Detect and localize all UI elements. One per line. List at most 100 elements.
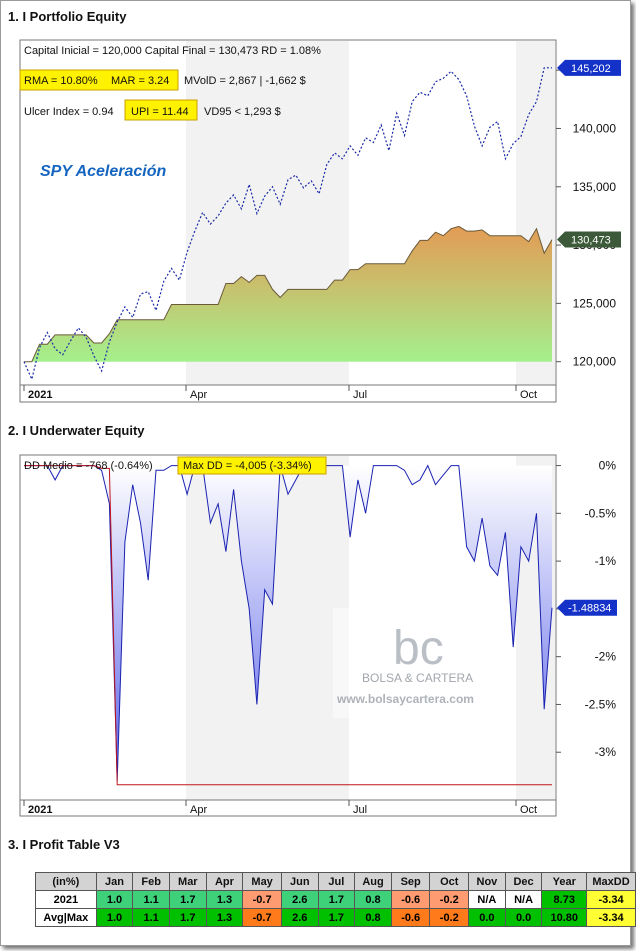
profit-cell: 2.6 (280, 908, 319, 927)
equity-value-tag (557, 231, 621, 248)
profit-cell: -0.7 (242, 908, 282, 927)
underwater-y-tick-label: 0% (599, 459, 617, 473)
benchmark-line (23, 67, 552, 382)
equity-area (24, 226, 552, 362)
profit-cell: -0.6 (390, 908, 431, 927)
profit-col-header: Jun (280, 872, 319, 891)
profit-col-header: Dec (504, 872, 543, 891)
watermark: bc BOLSA & CARTERA www.bolsaycartera.com (333, 608, 500, 718)
profit-cell: 1.1 (132, 908, 170, 927)
max-dd-label: Max DD = -4,005 (-3.34%) (183, 460, 312, 472)
profit-col-header: Sep (390, 872, 431, 891)
profit-cell: -0.2 (429, 908, 470, 927)
profit-col-header: Apr (205, 872, 244, 891)
profit-cell: -3.34 (586, 890, 636, 909)
profit-section-title: 3. I Profit Table V3 (8, 837, 120, 852)
profit-col-header: (in%) (35, 872, 97, 891)
profit-col-header: Oct (429, 872, 470, 891)
profit-cell: 1.1 (132, 890, 170, 909)
profit-cell: 10.80 (541, 908, 588, 927)
equity-value-label: 130,473 (571, 235, 611, 247)
profit-col-header: Year (541, 872, 588, 891)
equity-y-tick-label: 140,000 (573, 121, 617, 135)
strategy-label: SPY Aceleración (40, 163, 167, 180)
profit-cell: N/A (468, 890, 506, 909)
profit-col-header: Feb (132, 872, 170, 891)
profit-cell: -0.7 (242, 890, 282, 909)
profit-cell: 0.0 (504, 908, 543, 927)
underwater-y-tick-label: -1% (595, 554, 617, 568)
profit-row-label: Avg|Max (35, 908, 97, 927)
underwater-area (24, 465, 552, 781)
profit-cell: 1.3 (205, 908, 244, 927)
max-drawdown-line (24, 465, 552, 786)
profit-col-header: Jan (95, 872, 134, 891)
profit-cell: 1.7 (317, 890, 356, 909)
equity-x-tick-label: Oct (520, 389, 537, 401)
underwater-x-tick-label: Jul (353, 804, 367, 816)
profit-cell: N/A (504, 890, 543, 909)
profit-col-header: Mar (168, 872, 207, 891)
equity-y-tick-label: 135,000 (573, 180, 617, 194)
profit-cell: 1.0 (95, 908, 134, 927)
watermark-panel (333, 608, 500, 718)
profit-table: (in%) Jan Feb Mar Apr May Jun Jul Aug Sep Oct Nov De… (35, 872, 636, 927)
underwater-value-tag (557, 599, 617, 616)
stat-ulcer: Ulcer Index = 0.94 (24, 106, 114, 118)
profit-cell: 1.0 (95, 890, 134, 909)
equity-y-tick-label: 120,000 (573, 355, 617, 369)
benchmark-value-tag (557, 59, 621, 76)
profit-col-header: Aug (354, 872, 392, 891)
profit-cell: 2.6 (280, 890, 319, 909)
profit-row: Avg|Max 1.0 1.1 1.7 1.3 -0.7 2.6 1.7 0.8 -0.6 -0.2… (35, 908, 636, 927)
profit-cell: -3.34 (586, 908, 636, 927)
dd-medio-label: DD Medio = -768 (-0.64%) (24, 460, 153, 472)
stat-upi: UPI = 11.44 (131, 106, 189, 118)
profit-header-row: (in%) Jan Feb Mar Apr May Jun Jul Aug Sep Oct Nov De… (35, 872, 636, 891)
profit-cell: -0.2 (429, 890, 470, 909)
profit-col-header: Nov (468, 872, 506, 891)
underwater-x-tick-label: Apr (190, 804, 207, 816)
profit-cell: 0.8 (354, 908, 392, 927)
underwater-x-tick-label: Oct (520, 804, 537, 816)
profit-cell: -0.6 (390, 890, 431, 909)
stat-mar: MAR = 3.24 (111, 75, 169, 87)
underwater-x-tick-label: 2021 (28, 804, 52, 816)
profit-cell: 1.7 (168, 908, 207, 927)
profit-cell: 1.7 (317, 908, 356, 927)
profit-cell: 1.7 (168, 890, 207, 909)
underwater-y-tick-label: -0.5% (585, 506, 617, 520)
underwater-y-tick-label: -3% (595, 745, 617, 759)
watermark-url: www.bolsaycartera.com (336, 692, 474, 706)
profit-cell: 0.0 (468, 908, 506, 927)
equity-section-title: 1. I Portfolio Equity (8, 9, 127, 24)
benchmark-value-label: 145,202 (571, 63, 611, 75)
profit-cell: 8.73 (541, 890, 588, 909)
profit-col-header: MaxDD (586, 872, 636, 891)
profit-col-header: May (242, 872, 282, 891)
equity-x-tick-label: Jul (353, 389, 367, 401)
watermark-logo: bc (393, 622, 444, 675)
equity-x-tick-label: 2021 (28, 389, 52, 401)
watermark-name: BOLSA & CARTERA (362, 671, 473, 685)
highlight-rma-mar (19, 69, 179, 91)
underwater-y-tick-label: -2% (595, 650, 617, 664)
highlight-upi (124, 99, 198, 121)
profit-cell: 0.8 (354, 890, 392, 909)
equity-y-tick-label: 125,000 (573, 296, 617, 310)
equity-line (24, 225, 553, 363)
profit-row-label: 2021 (35, 890, 97, 909)
highlight-max-dd (177, 456, 327, 475)
equity-x-tick-label: Apr (190, 389, 207, 401)
underwater-value-label: -1.48834 (568, 603, 611, 615)
stat-rma: RMA = 10.80% (24, 75, 98, 87)
stat-vd95: VD95 < 1,293 $ (204, 106, 281, 118)
stats-line-1: Capital Inicial = 120,000 Capital Final … (24, 45, 321, 57)
underwater-section-title: 2. I Underwater Equity (8, 423, 145, 438)
underwater-y-tick-label: -2.5% (585, 697, 617, 711)
profit-row: 2021 1.0 1.1 1.7 1.3 -0.7 2.6 1.7 0.8 -0.6 -0.2 N/A… (35, 890, 636, 909)
profit-col-header: Jul (317, 872, 356, 891)
profit-cell: 1.3 (205, 890, 244, 909)
